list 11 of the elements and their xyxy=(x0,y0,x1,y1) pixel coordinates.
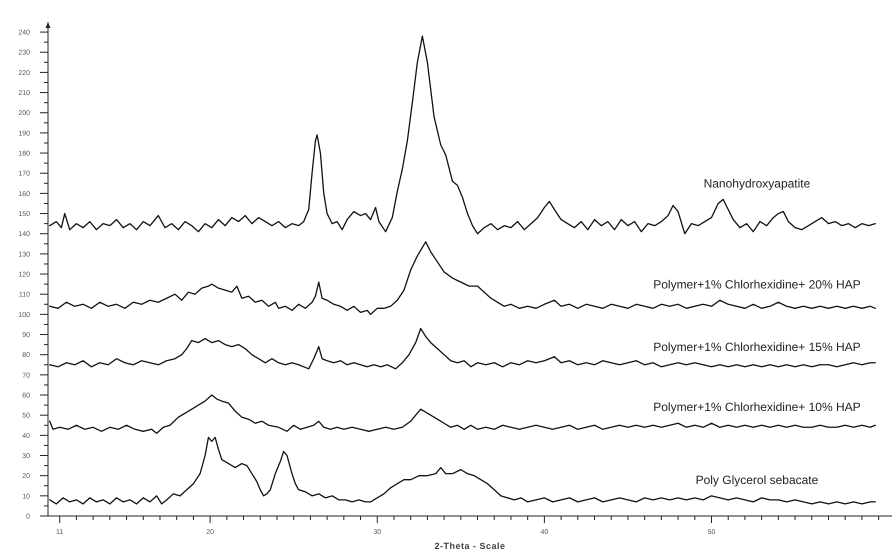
series-label: Nanohydroxyapatite xyxy=(704,176,811,190)
line-series xyxy=(49,394,876,434)
series-label: Polymer+1% Chlorhexidine+ 10% HAP xyxy=(653,400,861,414)
line-series xyxy=(49,35,876,234)
series-label: Poly Glycerol sebacate xyxy=(696,472,819,487)
line-series xyxy=(49,328,876,370)
series-label: Polymer+1% Chlorhexidine+ 20% HAP xyxy=(653,277,861,292)
line-series xyxy=(49,436,876,505)
series-label: Polymer+1% Chlorhexidine+ 15% HAP xyxy=(653,340,861,354)
line-series xyxy=(49,241,876,316)
x-axis-title: 2-Theta - Scale xyxy=(434,541,506,551)
